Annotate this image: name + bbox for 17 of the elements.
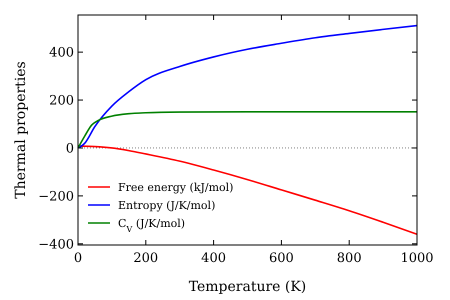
x-tick-label: 800 — [336, 251, 362, 266]
legend-label: Free energy (kJ/mol) — [118, 180, 234, 194]
legend-label: Entropy (J/K/mol) — [118, 198, 216, 212]
x-tick-label: 400 — [201, 251, 226, 266]
y-tick-label: 400 — [49, 46, 74, 61]
legend-label: C$_{V}$ (J/K/mol) — [118, 216, 186, 234]
y-tick-label: 0 — [66, 142, 74, 157]
x-tick-label: 600 — [268, 251, 294, 266]
y-tick-label: −400 — [38, 237, 74, 252]
line-series — [77, 110, 418, 149]
x-tick-label: 1000 — [400, 251, 434, 266]
x-tick-label: 200 — [133, 251, 158, 266]
line-series — [77, 24, 418, 149]
y-axis-title: Thermal properties — [13, 61, 29, 199]
x-axis-title: Temperature (K) — [188, 279, 306, 295]
y-tick-label: −200 — [38, 189, 74, 204]
y-tick-label: 200 — [49, 94, 74, 109]
